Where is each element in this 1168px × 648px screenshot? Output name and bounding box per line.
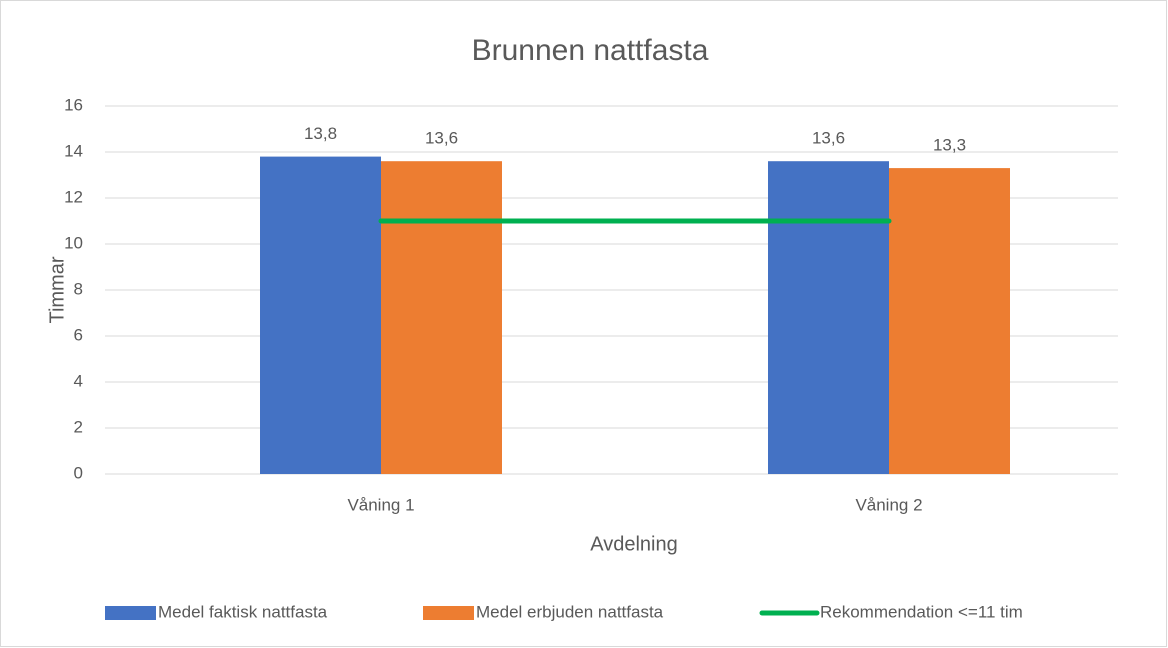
chart-title: Brunnen nattfasta xyxy=(472,34,709,67)
y-tick-label: 2 xyxy=(74,417,83,436)
y-tick-label: 4 xyxy=(74,371,83,390)
y-tick-label: 16 xyxy=(64,95,83,114)
bar xyxy=(381,161,502,474)
bar xyxy=(260,156,381,474)
y-tick-label: 12 xyxy=(64,187,83,206)
legend-swatch xyxy=(423,606,474,620)
x-tick-label: Våning 1 xyxy=(347,495,414,514)
legend-label: Medel faktisk nattfasta xyxy=(158,602,328,621)
y-tick-label: 14 xyxy=(64,141,83,160)
legend-swatch xyxy=(105,606,156,620)
bar xyxy=(768,161,889,474)
data-label: 13,8 xyxy=(304,124,337,143)
y-tick-label: 8 xyxy=(74,279,83,298)
legend-label: Medel erbjuden nattfasta xyxy=(476,602,664,621)
y-tick-label: 6 xyxy=(74,325,83,344)
y-tick-label: 0 xyxy=(74,463,83,482)
x-axis-title: Avdelning xyxy=(590,533,677,555)
bar xyxy=(889,168,1010,474)
data-label: 13,3 xyxy=(933,136,966,155)
y-axis-title: Timmar xyxy=(46,256,68,323)
data-label: 13,6 xyxy=(425,129,458,148)
x-tick-label: Våning 2 xyxy=(855,495,922,514)
legend-label: Rekommendation <=11 tim xyxy=(820,602,1023,621)
y-tick-label: 10 xyxy=(64,233,83,252)
data-label: 13,6 xyxy=(812,129,845,148)
